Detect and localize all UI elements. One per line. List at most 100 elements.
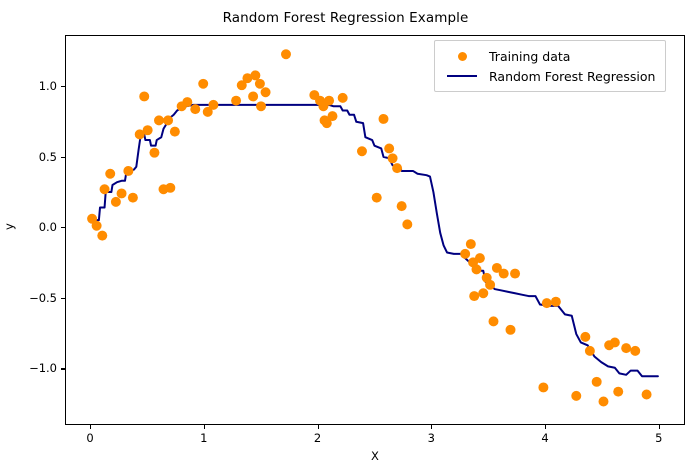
data-point	[591, 376, 602, 387]
data-point	[471, 264, 482, 275]
data-point	[510, 268, 521, 279]
data-point	[538, 382, 549, 393]
plot-axes	[65, 35, 685, 425]
x-tick-label: 0	[86, 431, 94, 445]
x-tick-mark	[545, 425, 547, 429]
y-tick-label: −1.0	[29, 361, 57, 376]
data-point	[182, 97, 193, 108]
data-point	[392, 163, 403, 174]
data-point	[613, 386, 624, 397]
data-point	[163, 115, 174, 126]
data-point	[327, 111, 338, 122]
x-tick-mark	[203, 425, 205, 429]
data-point	[321, 118, 332, 129]
regression-line-group	[89, 103, 659, 378]
x-axis-label: X	[371, 449, 379, 463]
data-point	[402, 219, 413, 230]
data-point	[498, 268, 509, 279]
data-point	[584, 345, 595, 356]
data-point	[485, 279, 496, 290]
data-point	[598, 396, 609, 407]
y-tick-mark	[61, 85, 65, 87]
data-point	[105, 168, 116, 179]
training-data-points	[87, 49, 652, 407]
data-point	[256, 101, 267, 112]
data-point	[116, 188, 127, 199]
y-axis-label: y	[2, 223, 16, 230]
data-point	[260, 87, 271, 98]
data-point	[488, 316, 499, 327]
x-tick-label: 1	[200, 431, 208, 445]
data-point	[236, 80, 247, 91]
data-point	[641, 389, 652, 400]
data-point	[580, 331, 591, 342]
data-point	[460, 248, 471, 259]
legend-item-random-forest: Random Forest Regression	[442, 66, 655, 86]
y-tick-label: 1.0	[38, 78, 57, 93]
data-point	[378, 113, 389, 124]
data-point	[469, 291, 480, 302]
y-tick-label: 0.5	[38, 149, 57, 164]
data-point	[324, 95, 335, 106]
legend-label-training-data: Training data	[489, 48, 571, 64]
data-point	[190, 104, 201, 115]
data-point	[337, 92, 348, 103]
random-forest-regression-line	[89, 103, 659, 378]
data-point	[153, 115, 164, 126]
data-point	[91, 220, 102, 231]
x-tick-label: 4	[541, 431, 549, 445]
data-point	[505, 324, 516, 335]
data-point	[384, 143, 395, 154]
data-point	[478, 288, 489, 299]
x-tick-mark	[90, 425, 92, 429]
data-point	[571, 390, 582, 401]
data-point	[127, 192, 138, 203]
data-point	[465, 239, 476, 250]
data-point	[208, 99, 219, 110]
x-tick-label: 5	[655, 431, 663, 445]
x-tick-label: 2	[313, 431, 322, 445]
legend-line-sample-icon	[442, 74, 482, 78]
data-point	[202, 106, 213, 117]
data-point	[231, 95, 242, 106]
data-point	[356, 146, 367, 157]
data-point	[491, 262, 502, 273]
data-point	[97, 230, 108, 241]
data-point	[396, 201, 407, 212]
data-point	[149, 147, 160, 158]
data-point	[621, 343, 632, 354]
x-tick-mark	[431, 425, 433, 429]
data-point	[387, 153, 398, 164]
data-point	[142, 125, 153, 136]
x-tick-mark	[317, 425, 319, 429]
data-point	[123, 165, 134, 176]
data-point	[139, 91, 150, 102]
data-point	[134, 129, 145, 140]
y-tick-label: −0.5	[29, 290, 57, 305]
legend-scatter-marker-icon	[442, 51, 482, 61]
data-point	[609, 337, 620, 348]
data-point	[169, 126, 180, 137]
data-point	[198, 78, 209, 89]
chart-legend: Training data Random Forest Regression	[434, 40, 667, 92]
data-point	[242, 73, 253, 84]
data-point	[630, 345, 641, 356]
x-tick-label: 3	[427, 431, 435, 445]
y-tick-mark	[61, 297, 65, 299]
legend-label-random-forest: Random Forest Regression	[489, 68, 656, 84]
chart-title: Random Forest Regression Example	[222, 10, 469, 26]
data-point	[541, 298, 552, 309]
data-point	[250, 70, 261, 81]
x-tick-mark	[658, 425, 660, 429]
y-tick-mark	[61, 227, 65, 229]
data-point	[371, 192, 382, 203]
y-tick-mark	[61, 156, 65, 158]
y-tick-mark	[61, 368, 65, 370]
data-point	[550, 296, 561, 307]
data-point	[110, 196, 121, 207]
legend-item-training-data: Training data	[442, 46, 655, 66]
y-tick-label: 0.0	[38, 220, 57, 235]
data-point	[474, 253, 485, 264]
data-point	[248, 91, 259, 102]
